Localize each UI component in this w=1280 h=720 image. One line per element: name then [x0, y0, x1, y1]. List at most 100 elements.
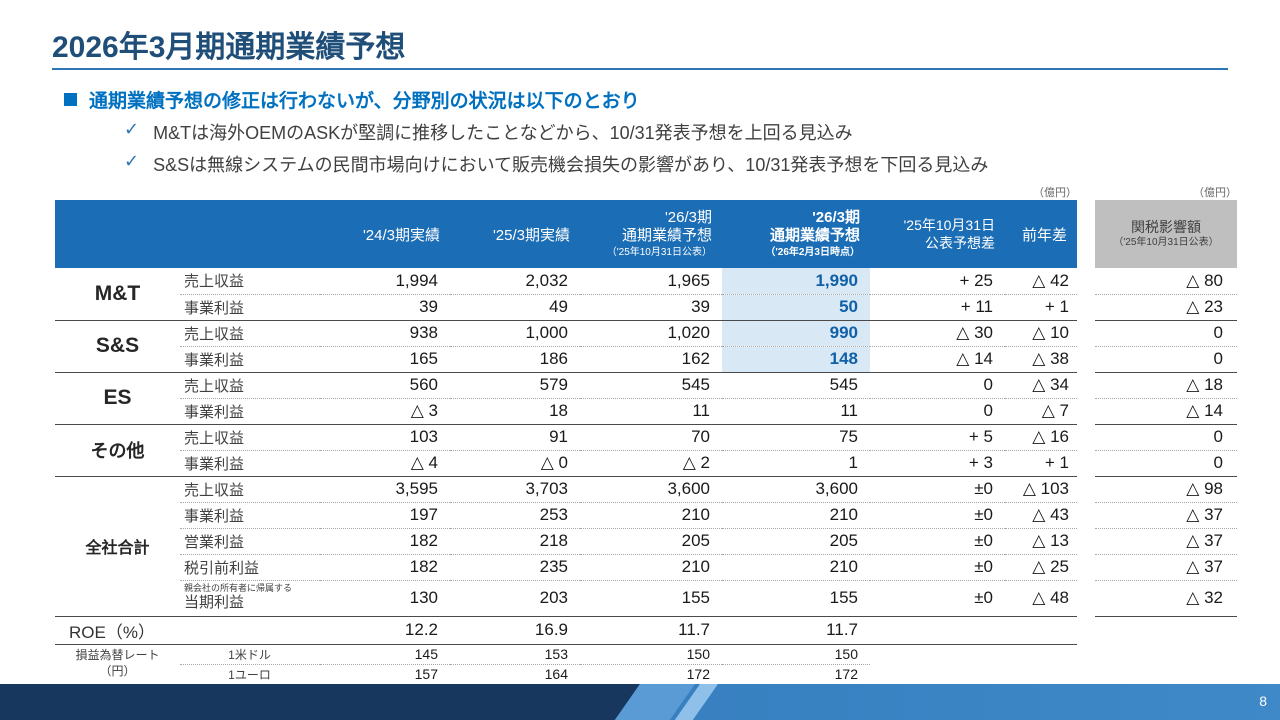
- table-row: 事業利益 39 49 39 50 + 11 + 1 △ 23: [55, 294, 1237, 321]
- value-cell: 164: [450, 664, 580, 685]
- unit-label: （億円）: [1193, 187, 1237, 199]
- table-row: 親会社の所有者に帰属する 当期利益 130 203 155 155 ±0 △ 4…: [55, 580, 1237, 617]
- value-cell: △ 37: [1095, 502, 1237, 529]
- value-cell: 130: [320, 580, 450, 617]
- value-cell: 172: [722, 664, 870, 685]
- value-cell: 2,032: [450, 268, 580, 295]
- value-cell: 11: [722, 398, 870, 425]
- column-gap: [1077, 200, 1095, 268]
- value-cell: 218: [450, 528, 580, 555]
- value-cell: △ 3: [320, 398, 450, 425]
- value-cell: 197: [320, 502, 450, 529]
- value-cell: 1,000: [450, 320, 580, 347]
- value-cell: [1095, 664, 1237, 684]
- column-gap: [1077, 320, 1095, 346]
- value-cell: △ 103: [1005, 476, 1077, 503]
- value-cell: 186: [450, 346, 580, 373]
- value-cell: 0: [1095, 346, 1237, 373]
- financial-table: '24/3期実績 '25/3期実績 '26/3期 通期業績予想 （'25年10月…: [55, 200, 1237, 685]
- value-cell: △ 48: [1005, 580, 1077, 617]
- value-cell: + 5: [870, 424, 1005, 451]
- value-cell: 18: [450, 398, 580, 425]
- value-cell: 12.2: [320, 616, 450, 645]
- value-cell: + 3: [870, 450, 1005, 477]
- value-cell: [1005, 664, 1077, 684]
- footer-deco-dark: [0, 684, 640, 720]
- value-cell: △ 18: [1095, 372, 1237, 399]
- check-icon: ✓: [124, 151, 140, 171]
- value-cell: [870, 664, 1005, 684]
- value-cell: △ 16: [1005, 424, 1077, 451]
- value-cell: 1: [722, 450, 870, 477]
- value-cell: 203: [450, 580, 580, 617]
- value-cell: 3,600: [580, 476, 722, 503]
- value-cell: ±0: [870, 476, 1005, 503]
- column-gap: [1077, 528, 1095, 554]
- table-row: 事業利益 165 186 162 148 △ 14 △ 38 0: [55, 346, 1237, 373]
- value-cell: 210: [580, 502, 722, 529]
- header-cell-blank: [180, 200, 320, 268]
- value-cell: △ 2: [580, 450, 722, 477]
- metric-note: 親会社の所有者に帰属する: [184, 583, 293, 594]
- table-row: 税引前利益 182 235 210 210 ±0 △ 25 △ 37: [55, 554, 1237, 581]
- value-cell-highlight: 50: [722, 294, 870, 321]
- segment-label: M&T: [55, 268, 180, 321]
- column-gap: [1077, 372, 1095, 398]
- value-cell: ±0: [870, 554, 1005, 581]
- value-cell: 545: [722, 372, 870, 399]
- metric-label: 売上収益: [180, 476, 320, 503]
- header-cell-fy25: '25/3期実績: [450, 200, 580, 268]
- value-cell: 545: [580, 372, 722, 399]
- column-gap: [1077, 424, 1095, 450]
- value-cell: △ 43: [1005, 502, 1077, 529]
- value-cell: △ 4: [320, 450, 450, 477]
- table-row: ROE（%） 12.2 16.9 11.7 11.7: [55, 616, 1237, 645]
- value-cell: △ 38: [1005, 346, 1077, 373]
- footer-band: 8: [0, 684, 1280, 720]
- value-cell: △ 14: [1095, 398, 1237, 425]
- metric-label: 事業利益: [180, 346, 320, 373]
- value-cell: 145: [320, 644, 450, 665]
- value-cell: △ 42: [1005, 268, 1077, 295]
- header-cell-tariff: 関税影響額 （'25年10月31日公表）: [1095, 200, 1237, 268]
- header-cell-yoy: 前年差: [1005, 200, 1077, 268]
- column-gap: [1077, 346, 1095, 372]
- value-cell: 162: [580, 346, 722, 373]
- header-cell-blank: [55, 200, 180, 268]
- value-cell: 253: [450, 502, 580, 529]
- metric-label: 事業利益: [180, 398, 320, 425]
- header-cell-fy26-previous: '26/3期 通期業績予想 （'25年10月31日公表）: [580, 200, 722, 268]
- value-cell: 39: [320, 294, 450, 321]
- metric-label: 事業利益: [180, 450, 320, 477]
- segment-label: S&S: [55, 320, 180, 373]
- metric-label: 営業利益: [180, 528, 320, 555]
- value-cell: 157: [320, 664, 450, 685]
- value-cell: △ 37: [1095, 528, 1237, 555]
- value-cell: △ 13: [1005, 528, 1077, 555]
- table-row: 事業利益 197 253 210 210 ±0 △ 43 △ 37: [55, 502, 1237, 529]
- value-cell: 172: [580, 664, 722, 685]
- segment-label: その他: [55, 424, 180, 477]
- value-cell: 155: [580, 580, 722, 617]
- table-row: 全社合計 売上収益 3,595 3,703 3,600 3,600 ±0 △ 1…: [55, 476, 1237, 617]
- value-cell-highlight: 990: [722, 320, 870, 347]
- segment-label: ES: [55, 372, 180, 425]
- value-cell: 11: [580, 398, 722, 425]
- value-cell: + 1: [1005, 450, 1077, 477]
- bullet-text: M&Tは海外OEMのASKが堅調に推移したことなどから、10/31発表予想を上回…: [153, 123, 853, 143]
- value-cell: △ 7: [1005, 398, 1077, 425]
- value-cell: 155: [722, 580, 870, 617]
- metric-label: 税引前利益: [180, 554, 320, 581]
- value-cell: 1,965: [580, 268, 722, 295]
- value-cell: 70: [580, 424, 722, 451]
- column-gap: [1077, 294, 1095, 320]
- value-cell: 11.7: [722, 616, 870, 645]
- header-row: '24/3期実績 '25/3期実績 '26/3期 通期業績予想 （'25年10月…: [55, 200, 1237, 268]
- roe-label: ROE（%）: [55, 616, 320, 645]
- metric-label: 売上収益: [180, 320, 320, 347]
- table-row: M&T 売上収益 1,994 2,032 1,965 1,990 + 25 △ …: [55, 268, 1237, 321]
- value-cell: [870, 644, 1005, 664]
- value-cell: 182: [320, 528, 450, 555]
- value-cell: 1,020: [580, 320, 722, 347]
- value-cell: 75: [722, 424, 870, 451]
